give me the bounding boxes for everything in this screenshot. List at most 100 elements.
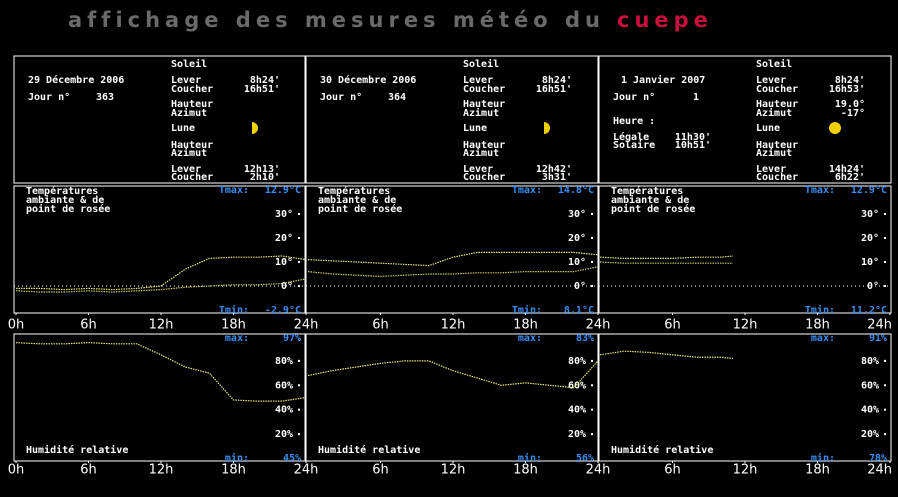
row-label: Lever <box>756 75 786 86</box>
max-value: 12.9°C <box>851 185 887 196</box>
y-tick-label: 0° <box>281 281 293 292</box>
panel-box <box>598 55 892 184</box>
y-tick-label: 60% <box>861 380 879 391</box>
moon-icon <box>829 122 841 134</box>
page-title: affichage des mesures météo du cuepe <box>68 8 713 32</box>
chart-title: ambiante & de <box>611 194 689 206</box>
row-value: 8h24' <box>835 75 865 86</box>
x-tick-label: 24h <box>586 463 611 478</box>
max-label: max: <box>518 333 542 344</box>
day-label: Jour n° <box>28 92 70 103</box>
x-tick-label: 6h <box>372 318 389 333</box>
panel-heading: Lune <box>756 123 780 134</box>
row-label: Lever <box>171 75 201 86</box>
row-label: Coucher <box>171 172 213 183</box>
row-value: 6h22' <box>835 172 865 183</box>
data-line <box>599 255 733 259</box>
panel-heading: Lune <box>463 123 487 134</box>
row-value: 14h24' <box>829 164 865 175</box>
title-highlight: cuepe <box>617 8 713 32</box>
data-line <box>599 261 733 264</box>
x-tick-label: 18h <box>805 318 830 333</box>
chart-title: Humidité relative <box>318 444 420 456</box>
x-tick-label: 0h <box>8 463 25 478</box>
row-label: Lever <box>756 164 786 175</box>
time-value: 10h51' <box>675 140 711 151</box>
row-label: Hauteur <box>171 99 213 110</box>
chart-title: Températures <box>318 185 390 197</box>
row-label: Hauteur <box>756 140 798 151</box>
min-value: -2.9°C <box>265 305 301 316</box>
min-label: Tmin: <box>512 304 542 316</box>
chart-box <box>305 333 599 462</box>
x-tick-label: 18h <box>513 463 538 478</box>
y-tick-label: 60% <box>275 380 293 391</box>
data-line <box>599 350 733 360</box>
panel-heading: Lune <box>171 123 195 134</box>
x-tick-label: 24h <box>586 318 611 333</box>
chart-title: Humidité relative <box>611 444 713 456</box>
min-label: min: <box>518 452 542 464</box>
y-tick-label: 80% <box>861 356 879 367</box>
chart-title: point de rosée <box>26 203 110 215</box>
x-tick-label: 18h <box>221 318 246 333</box>
row-label: Azimut <box>463 147 499 159</box>
row-label: Hauteur <box>463 99 505 110</box>
row-label: Azimut <box>756 107 792 119</box>
row-value: 8h24' <box>250 75 280 86</box>
row-label: Lever <box>463 164 493 175</box>
x-tick-label: 6h <box>80 318 97 333</box>
row-label: Coucher <box>756 84 798 95</box>
chart-title: Humidité relative <box>26 444 128 456</box>
min-label: Tmin: <box>805 304 835 316</box>
y-tick-label: 20% <box>275 429 293 440</box>
max-value: 83% <box>576 333 594 344</box>
min-label: min: <box>225 452 249 464</box>
x-tick-label: 18h <box>805 463 830 478</box>
min-label: min: <box>811 452 835 464</box>
row-value: -17° <box>841 108 865 119</box>
panel-box <box>305 55 599 184</box>
max-value: 14.8°C <box>558 185 594 196</box>
row-label: Azimut <box>171 107 207 119</box>
chart-title: ambiante & de <box>26 194 104 206</box>
data-line <box>307 251 599 267</box>
row-value: 19.0° <box>835 99 865 110</box>
row-value: 16h51' <box>536 84 572 95</box>
row-value: 16h51' <box>244 84 280 95</box>
min-value: 8.1°C <box>564 305 594 316</box>
row-value: 3h31' <box>542 172 572 183</box>
row-label: Coucher <box>171 84 213 95</box>
row-label: Coucher <box>756 172 798 183</box>
row-label: Hauteur <box>463 140 505 151</box>
y-tick-label: 40% <box>275 405 293 416</box>
max-label: Tmax: <box>805 185 835 196</box>
max-label: Tmax: <box>219 185 249 196</box>
y-tick-label: 80% <box>568 356 586 367</box>
date: 30 Décembre 2006 <box>320 74 416 86</box>
min-label: Tmin: <box>219 304 249 316</box>
data-line <box>307 360 599 389</box>
y-tick-label: 60% <box>568 380 586 391</box>
y-tick-label: 80% <box>275 356 293 367</box>
row-label: Azimut <box>171 147 207 159</box>
y-tick-label: 40% <box>568 405 586 416</box>
y-tick-label: 20° <box>275 233 293 244</box>
date: 1 Janvier 2007 <box>621 74 705 86</box>
x-tick-label: 0h <box>8 318 25 333</box>
x-tick-label: 12h <box>441 318 466 333</box>
row-label: Azimut <box>463 107 499 119</box>
y-tick-label: 20% <box>861 429 879 440</box>
day-number: 1 <box>693 92 699 103</box>
y-tick-label: 10° <box>861 257 879 268</box>
row-label: Lever <box>463 75 493 86</box>
min-value: 56% <box>576 453 594 464</box>
panel-heading: Soleil <box>171 58 207 70</box>
row-value: 16h53' <box>829 84 865 95</box>
time-label: Légale <box>613 131 649 143</box>
x-tick-label: 24h <box>867 463 892 478</box>
row-label: Coucher <box>463 84 505 95</box>
x-tick-label: 12h <box>149 463 174 478</box>
x-tick-label: 12h <box>733 318 758 333</box>
